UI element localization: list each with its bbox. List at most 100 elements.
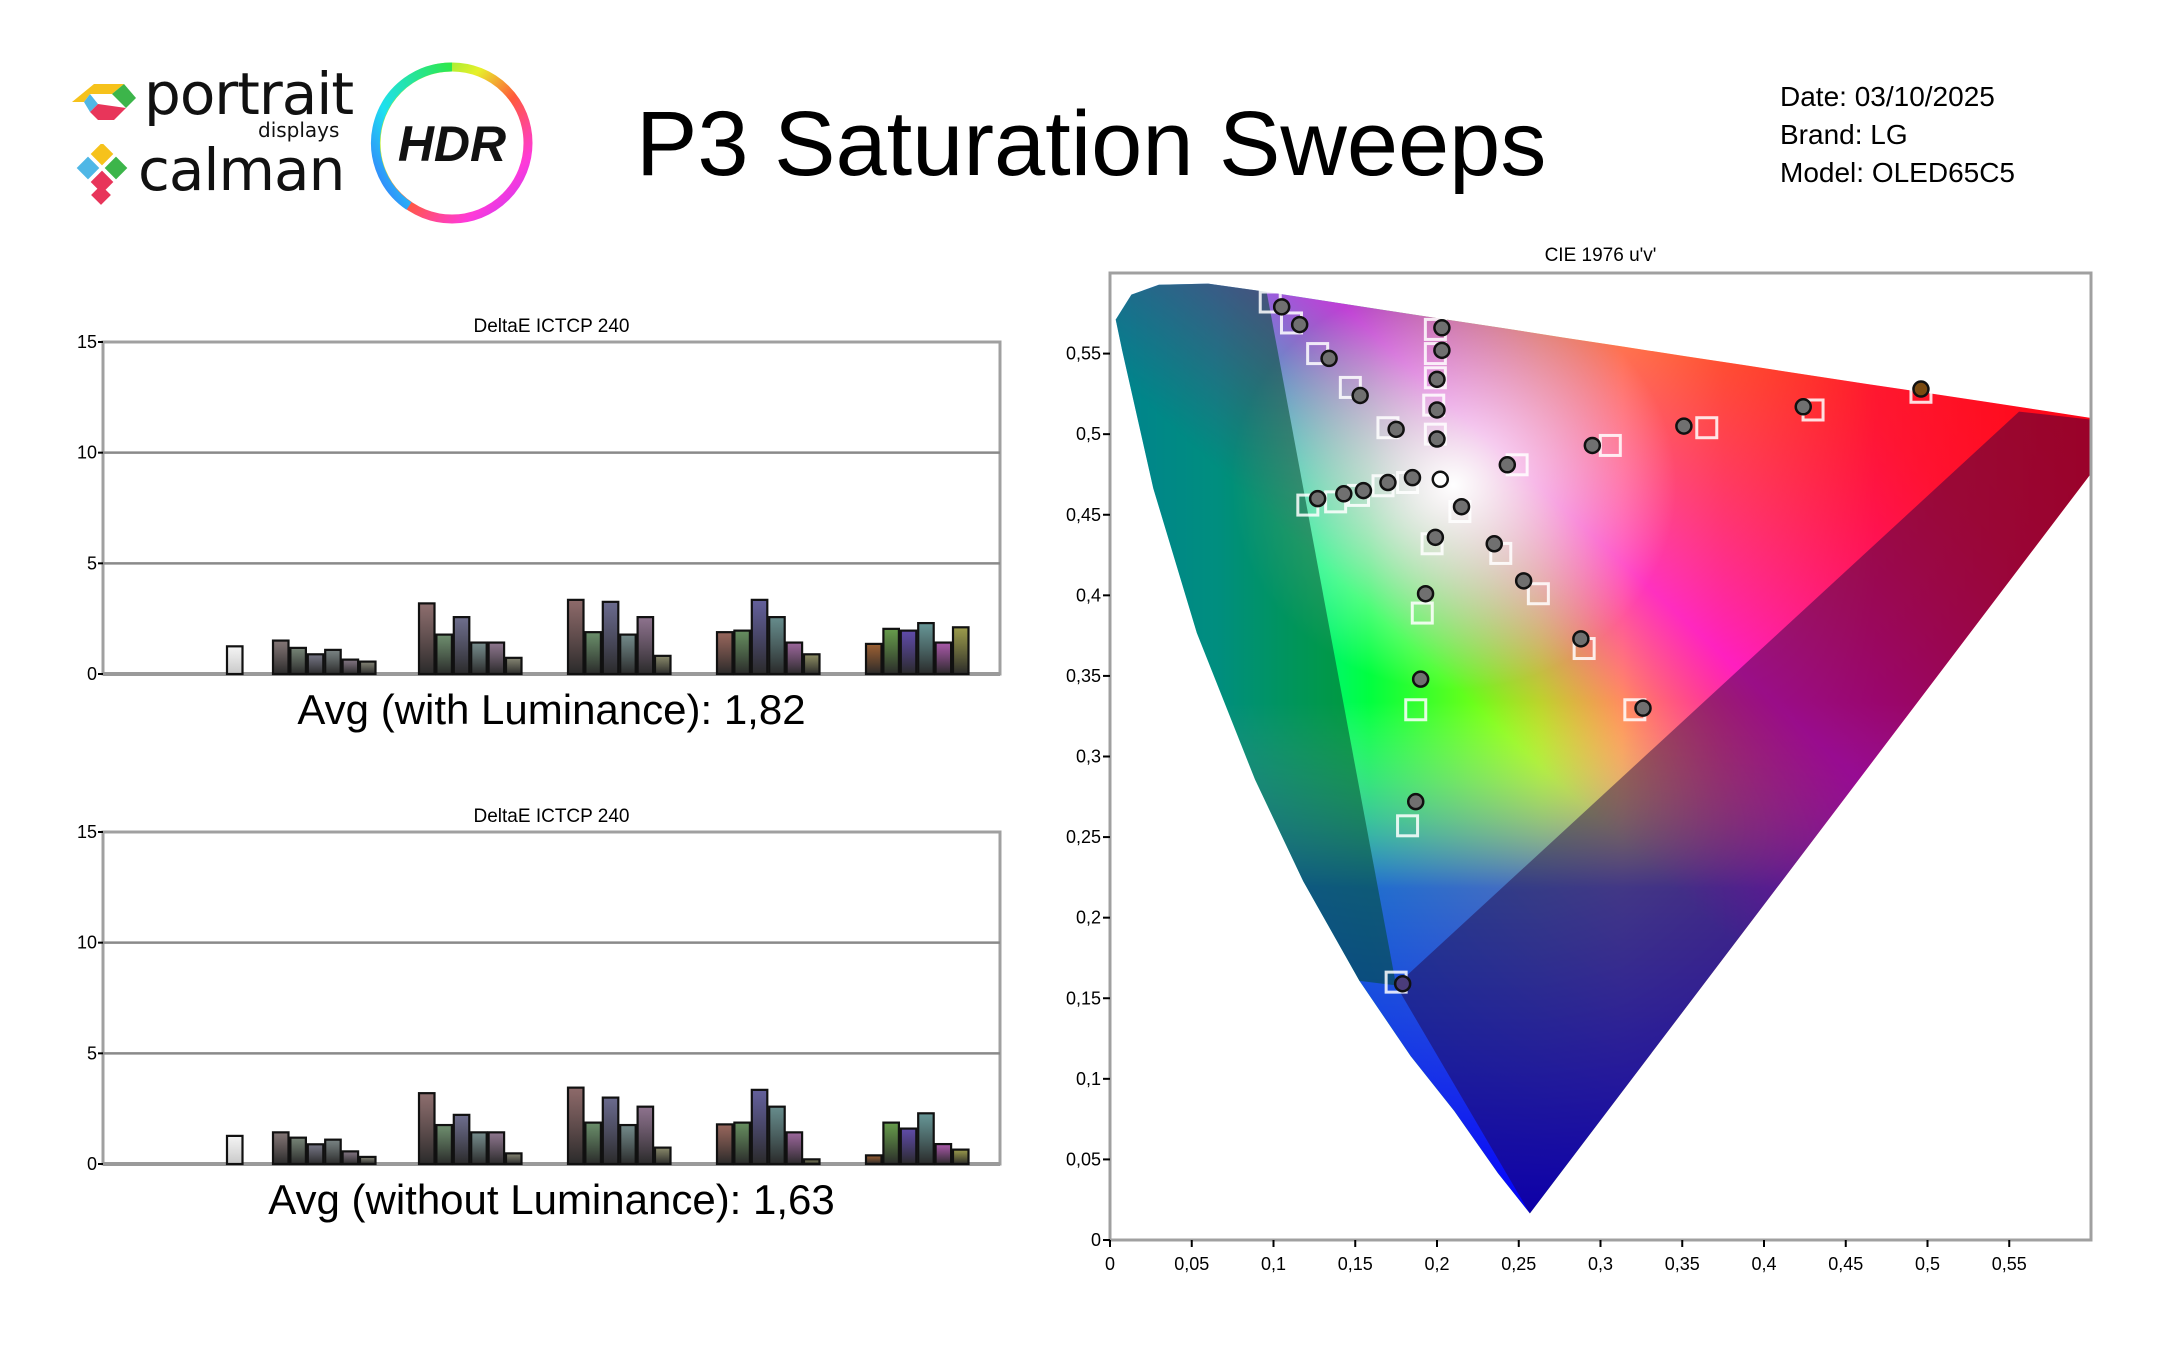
x-tick-label: 0: [1105, 1254, 1115, 1274]
x-tick-label: 0,5: [1915, 1254, 1940, 1274]
plot-frame: [101, 340, 1002, 676]
avg-without-luminance: Avg (without Luminance): 1,63: [268, 1176, 835, 1223]
measured-blue-4: [1406, 792, 1425, 811]
measured-magenta-2: [1485, 535, 1503, 553]
bar-red-sweep-3: [452, 1113, 471, 1166]
bar-blue-sweep-3: [750, 1088, 769, 1166]
bar-primaries-5: [934, 641, 953, 676]
bar-blue-sweep-3: [750, 598, 769, 676]
y-tick-label: 0,2: [1076, 908, 1101, 928]
out-of-gamut-region: [1396, 411, 2091, 1214]
bar-gray-6: [358, 660, 377, 676]
measured-red-5: [1912, 380, 1930, 398]
y-tick-label: 0: [87, 1154, 97, 1174]
measured-yellow-1: [1428, 430, 1446, 448]
y-tick-label: 0,3: [1076, 747, 1101, 767]
bar-green-sweep-1: [566, 598, 585, 676]
bar-blue-sweep-2: [733, 1121, 752, 1166]
displays-wordmark: displays: [258, 118, 340, 142]
bar-red-sweep-4: [470, 641, 488, 676]
measured-yellow-4: [1433, 341, 1451, 360]
bar-blue-sweep-6: [802, 1158, 821, 1166]
measured-white: [1431, 470, 1450, 489]
bar-red-sweep-2: [435, 633, 453, 676]
measured-red-4: [1794, 398, 1812, 416]
bar-primaries-6: [951, 626, 970, 676]
portrait-logo-icon: [72, 84, 136, 120]
x-tick-label: 0,3: [1588, 1254, 1613, 1274]
calman-wordmark: calman: [138, 136, 345, 204]
bar-primaries-4: [917, 621, 935, 676]
measured-magenta-3: [1514, 572, 1533, 590]
measured-red-1: [1498, 456, 1517, 474]
measured-red-3: [1675, 417, 1693, 435]
y-tick-label: 0,4: [1076, 585, 1101, 605]
y-tick-label: 0,15: [1066, 988, 1101, 1008]
bar-green-sweep-2: [584, 1121, 603, 1166]
target-magenta-3: [1526, 582, 1550, 606]
bar-green-sweep-2: [584, 631, 603, 676]
x-tick-label: 0,15: [1338, 1254, 1373, 1274]
bar-gray-6: [358, 1155, 377, 1166]
bar-primaries-2: [882, 1121, 901, 1166]
bar-gray-5: [341, 658, 360, 676]
bar-gray-4: [324, 648, 342, 676]
cie-1976-chart: 0 0,05 0,1 0,15 0,2 0,25 0,3 0,35 0,4 0,45 0,5 0,55…: [1066, 271, 2093, 1274]
bar-blue-sweep-1: [715, 1123, 734, 1166]
bar-red-sweep-5: [487, 1131, 506, 1166]
hdr-badge: HDR: [369, 60, 535, 226]
bar-primaries-2: [882, 627, 901, 676]
avg-with-luminance: Avg (with Luminance): 1,82: [297, 686, 806, 733]
y-tick-label: 0,05: [1066, 1149, 1101, 1169]
measured-magenta-1: [1452, 497, 1471, 516]
x-tick-label: 0,1: [1261, 1254, 1286, 1274]
y-tick-label: 0,1: [1076, 1069, 1101, 1089]
bar-primaries-1: [864, 642, 883, 676]
y-tick-label: 0: [87, 664, 97, 684]
bar-blue-sweep-2: [733, 629, 752, 676]
bar-blue-sweep-5: [785, 641, 804, 676]
portrait-displays-logo: portrait displays: [68, 60, 368, 142]
bar-gray-3: [306, 1143, 325, 1166]
bar-red-sweep-3: [452, 616, 471, 676]
measured-blue-5: [1393, 974, 1412, 993]
report-metadata: Date: 03/10/2025 Brand: LG Model: OLED65…: [1780, 78, 2015, 192]
bar-primaries-6: [951, 1148, 970, 1166]
y-tick-label: 0,55: [1066, 344, 1101, 364]
measured-green-4: [1290, 315, 1309, 334]
hdr-badge-label: HDR: [398, 116, 506, 172]
measured-magenta-5: [1634, 699, 1652, 717]
measured-magenta-4: [1572, 630, 1590, 648]
deltae-chart-1-title: DeltaE ICTCP 240: [473, 316, 630, 337]
y-tick-label: 5: [87, 553, 97, 573]
bar-blue-sweep-1: [715, 631, 734, 676]
target-blue-3: [1404, 698, 1428, 722]
target-blue-2: [1410, 601, 1434, 625]
measured-yellow-2: [1428, 401, 1446, 419]
y-tick-label: 0,5: [1076, 424, 1101, 444]
measured-cyan-4: [1335, 485, 1353, 503]
bar-green-sweep-6: [653, 654, 672, 676]
bar-primaries-3: [899, 629, 918, 676]
measured-yellow-5: [1433, 319, 1451, 337]
calman-logo-icon: [76, 144, 128, 205]
measured-green-2: [1351, 386, 1369, 405]
x-tick-label: 0,4: [1751, 1254, 1776, 1274]
bar-gray-2: [289, 1136, 307, 1166]
measured-yellow-3: [1428, 370, 1446, 389]
y-tick-label: 10: [77, 443, 97, 463]
bar-green-sweep-1: [566, 1086, 585, 1166]
cie-chart-title: CIE 1976 u'v': [1544, 245, 1657, 266]
x-tick-label: 0,25: [1501, 1254, 1536, 1274]
measured-cyan-3: [1354, 481, 1373, 500]
portrait-wordmark: portrait: [144, 60, 354, 128]
target-red-3: [1695, 416, 1719, 440]
bar-green-sweep-3: [601, 600, 620, 676]
y-tick-label: 5: [87, 1043, 97, 1063]
x-tick-label: 0,05: [1174, 1254, 1209, 1274]
bar-gray-3: [306, 653, 325, 676]
bar-red-sweep-6: [504, 1152, 523, 1166]
report-date: Date: 03/10/2025: [1780, 81, 1995, 112]
bar-red-sweep-2: [435, 1123, 453, 1166]
y-tick-label: 0: [1091, 1230, 1101, 1250]
